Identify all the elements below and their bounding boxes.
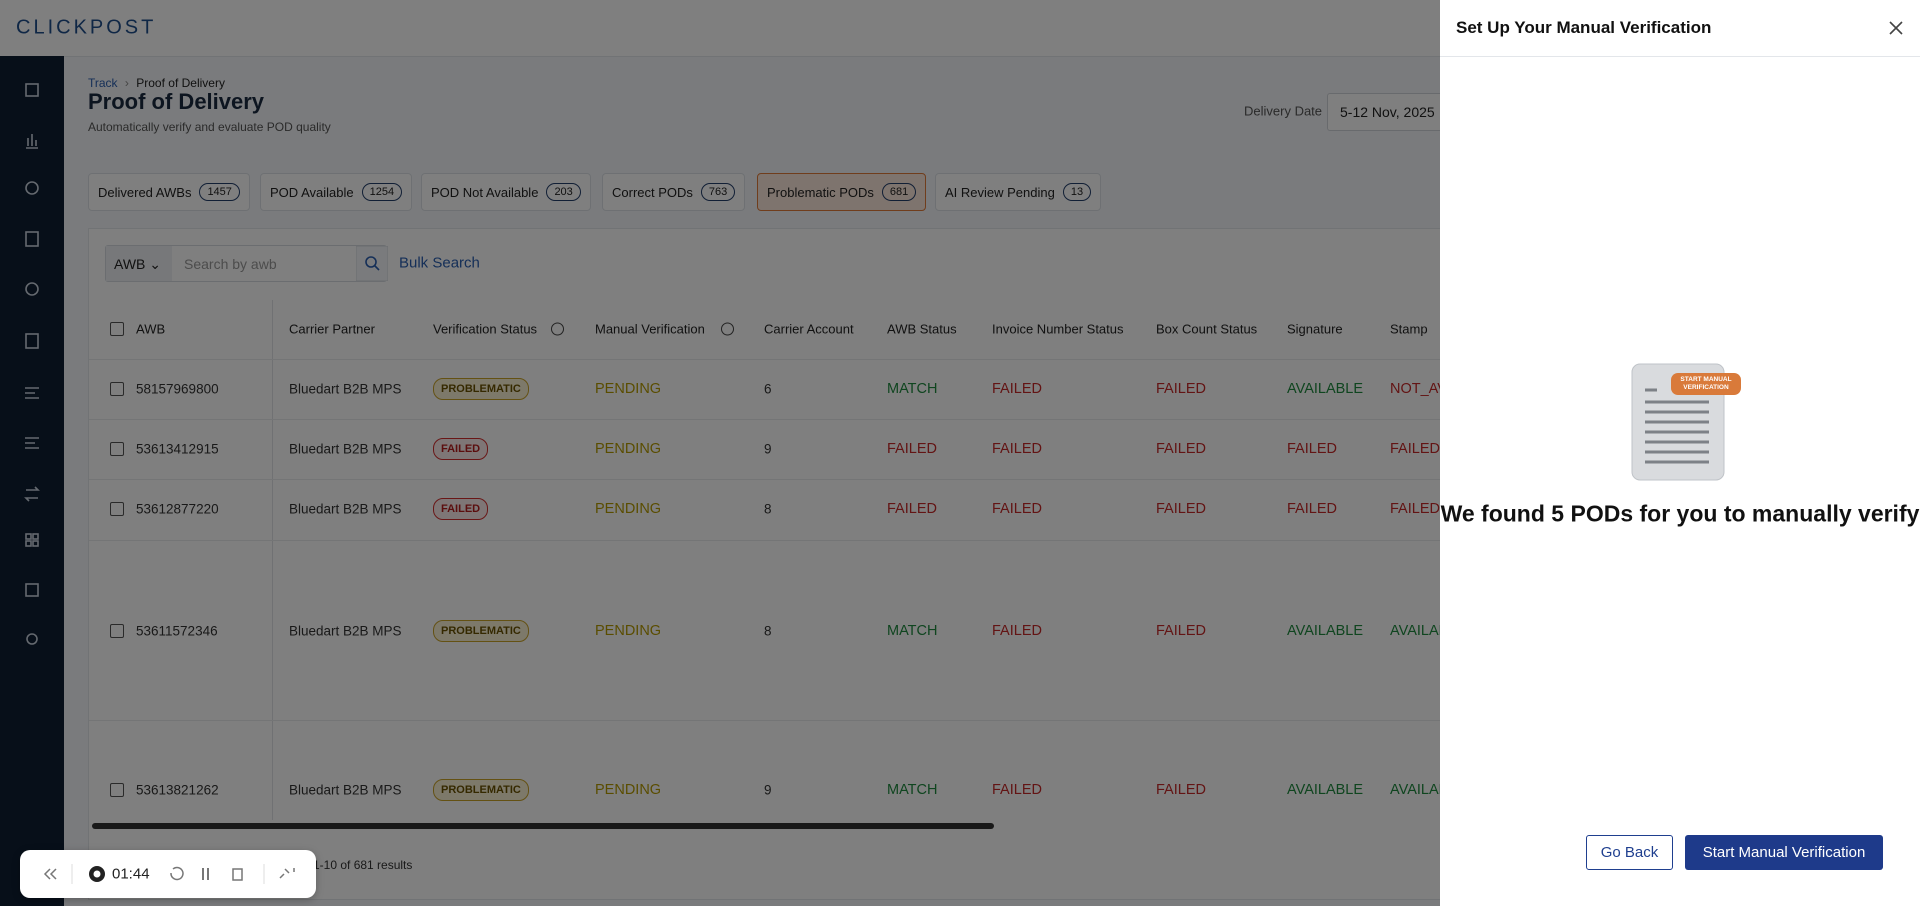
illustration-badge: START MANUAL VERIFICATION xyxy=(1671,373,1741,395)
panel-message: We found 5 PODs for you to manually veri… xyxy=(1440,500,1920,527)
recorder-icons xyxy=(43,864,295,884)
panel-title: Set Up Your Manual Verification xyxy=(1456,18,1712,37)
panel-divider xyxy=(1440,56,1920,57)
start-verification-button[interactable]: Start Manual Verification xyxy=(1685,835,1883,870)
recorder: 01:44 xyxy=(20,850,316,898)
close-button[interactable] xyxy=(1888,20,1904,36)
modal-overlay[interactable] xyxy=(0,0,1440,906)
go-back-button[interactable]: Go Back xyxy=(1586,835,1673,870)
recorder-time: 01:44 xyxy=(112,865,150,883)
side-panel: Set Up Your Manual Verification START MA… xyxy=(1440,0,1920,906)
